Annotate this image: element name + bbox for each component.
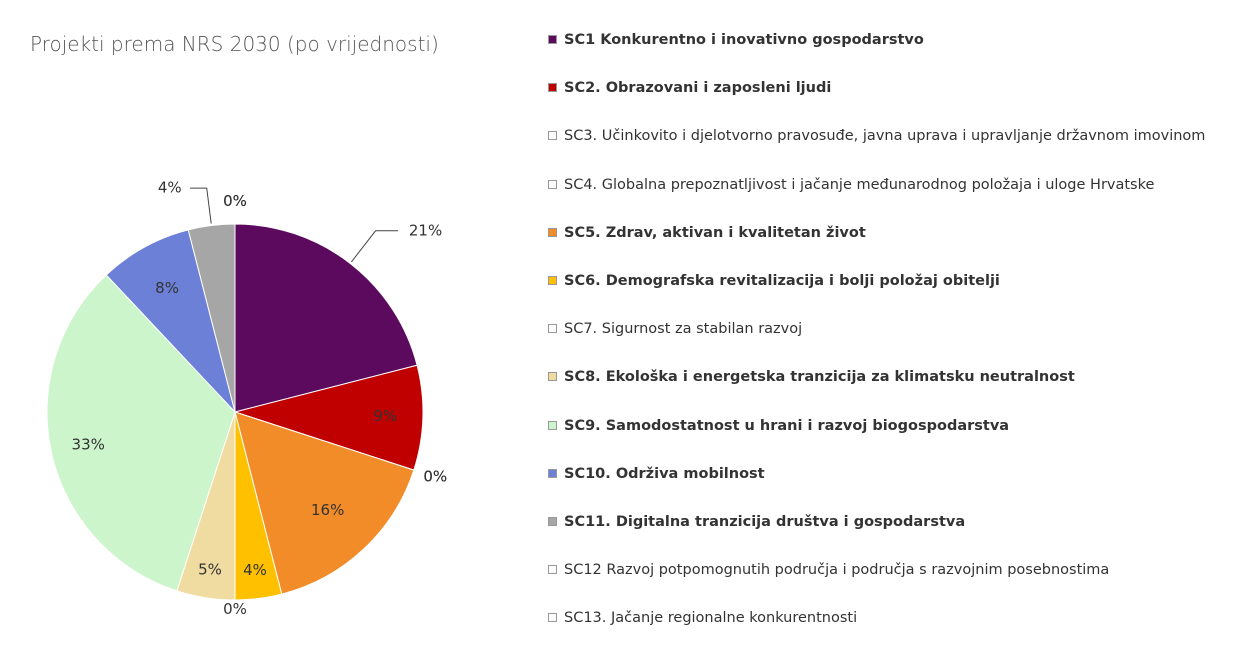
leader-line xyxy=(350,230,399,263)
legend-label: SC13. Jačanje regionalne konkurentnosti xyxy=(564,610,858,627)
legend-swatch xyxy=(548,613,557,623)
data-label: 16% xyxy=(311,501,344,519)
legend-item: SC11. Digitalna tranzicija društva i gos… xyxy=(548,510,1249,534)
legend-swatch xyxy=(548,517,557,526)
data-label: 9% xyxy=(373,407,397,425)
legend-item: SC7. Sigurnost za stabilan razvoj xyxy=(548,317,1249,341)
legend-label: SC6. Demografska revitalizacija i bolji … xyxy=(564,273,1000,289)
legend-label: SC3. Učinkovito i djelotvorno pravosuđe,… xyxy=(564,128,1206,145)
pie-slice xyxy=(234,223,418,413)
pie-slice xyxy=(46,274,236,592)
legend-label: SC4. Globalna prepoznatljivost i jačanje… xyxy=(564,176,1155,193)
legend-swatch xyxy=(548,420,557,430)
legend-label: SC5. Zdrav, aktivan i kvalitetan život xyxy=(564,224,866,241)
legend-label: SC1 Konkurentno i inovativno gospodarstv… xyxy=(564,32,924,48)
data-label: 0% xyxy=(223,600,247,618)
data-label: 0% xyxy=(223,192,247,210)
pie-slice xyxy=(233,364,424,471)
legend-item: SC10. Održiva mobilnost xyxy=(548,462,1249,486)
legend-swatch xyxy=(548,35,557,44)
chart-title: Projekti prema NRS 2030 (po vrijednosti) xyxy=(30,32,439,56)
data-label: 5% xyxy=(198,560,222,578)
legend-item: SC9. Samodostatnost u hrani i razvoj bio… xyxy=(548,414,1249,438)
pie-slice xyxy=(105,229,236,413)
legend-swatch xyxy=(548,372,557,382)
legend-item: SC2. Obrazovani i zaposleni ljudi xyxy=(548,76,1249,100)
data-label: 33% xyxy=(72,435,105,453)
pie-slice xyxy=(234,411,415,595)
data-label: 0% xyxy=(223,192,247,210)
leader-line xyxy=(190,187,212,224)
data-label: 4% xyxy=(243,561,267,579)
legend-label: SC10. Održiva mobilnost xyxy=(564,465,765,482)
legend-label: SC12 Razvoj potpomognutih područja i pod… xyxy=(564,562,1110,579)
data-label: 8% xyxy=(155,279,179,297)
legend-label: SC9. Samodostatnost u hrani i razvoj bio… xyxy=(564,417,1010,434)
legend-swatch xyxy=(548,227,557,237)
legend-label: SC7. Sigurnost za stabilan razvoj xyxy=(564,321,803,338)
legend-swatch xyxy=(548,131,557,141)
legend-label: SC2. Obrazovani i zaposleni ljudi xyxy=(564,80,832,97)
legend-item: SC4. Globalna prepoznatljivost i jačanje… xyxy=(548,173,1249,197)
data-label: 0% xyxy=(423,468,447,486)
legend-label: SC8. Ekološka i energetska tranzicija za… xyxy=(564,369,1075,386)
legend-label: SC11. Digitalna tranzicija društva i gos… xyxy=(564,514,966,530)
legend-item: SC5. Zdrav, aktivan i kvalitetan život xyxy=(548,221,1249,245)
legend-item: SC13. Jačanje regionalne konkurentnosti xyxy=(548,606,1249,630)
legend-item: SC1 Konkurentno i inovativno gospodarstv… xyxy=(548,28,1249,52)
data-label: 21% xyxy=(409,221,442,239)
legend-swatch xyxy=(548,179,557,189)
data-label: 4% xyxy=(158,179,182,197)
legend-item: SC8. Ekološka i energetska tranzicija za… xyxy=(548,365,1249,389)
legend-swatch xyxy=(548,83,557,93)
legend-item: SC3. Učinkovito i djelotvorno pravosuđe,… xyxy=(548,124,1249,148)
legend-swatch xyxy=(548,324,557,334)
legend-swatch xyxy=(548,468,557,478)
data-label: 0% xyxy=(423,468,447,486)
legend-item: SC6. Demografska revitalizacija i bolji … xyxy=(548,269,1249,293)
legend-swatch xyxy=(548,565,557,575)
legend-item: SC12 Razvoj potpomognutih područja i pod… xyxy=(548,558,1249,582)
legend-swatch xyxy=(548,276,557,285)
